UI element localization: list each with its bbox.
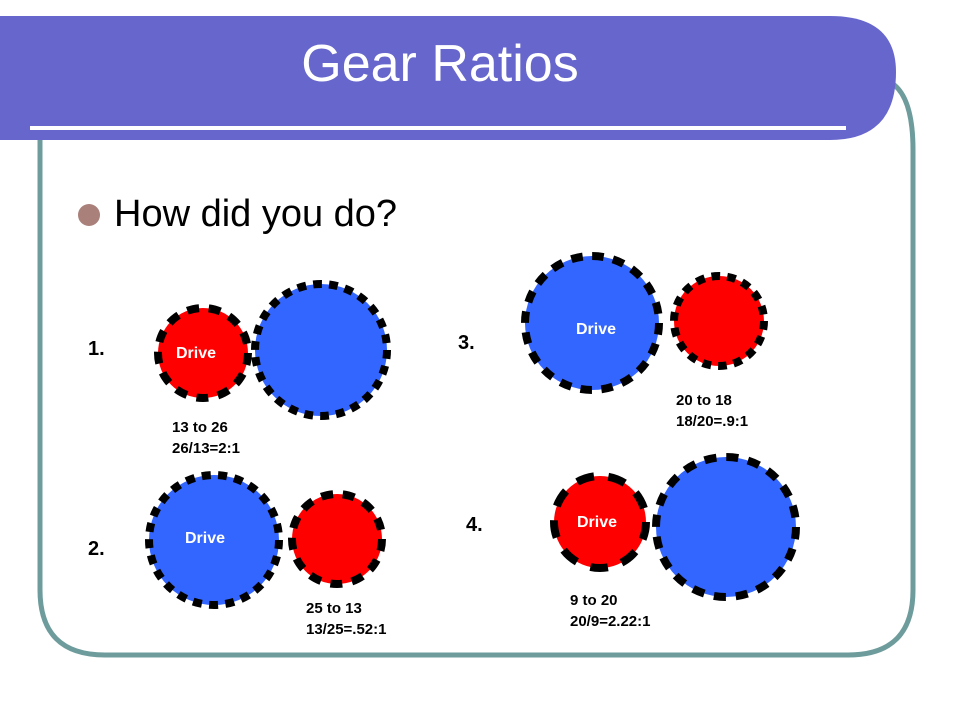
problem-2-answer: 25 to 13 13/25=.52:1: [306, 598, 387, 640]
bullet-dot-icon: [78, 203, 100, 226]
problem-2-answer-line1: 25 to 13: [306, 600, 362, 617]
problem-4-driven-gear-body: [656, 457, 796, 597]
problem-1-answer-line2: 26/13=2:1: [172, 440, 240, 457]
problem-4-drive-gear-body: [554, 476, 646, 568]
problem-2-driven-gear: [288, 490, 386, 588]
problem-3-drive-gear-teeth: [521, 252, 663, 394]
problem-2-driven-gear-teeth: [288, 490, 386, 588]
problem-1-drive-gear-body: [158, 308, 248, 398]
problem-3-driven-gear: [670, 272, 768, 370]
problem-2-drive-gear: [145, 471, 283, 609]
problem-1-driven-gear-body: [255, 284, 387, 416]
problem-3-drive-gear-body: [525, 256, 659, 390]
problem-4-answer: 9 to 20 20/9=2.22:1: [570, 590, 651, 632]
problem-1-driven-gear-teeth: [251, 280, 391, 420]
problem-2-drive-gear-body: [149, 475, 279, 605]
problem-4-drive-gear-teeth: [550, 472, 650, 572]
problem-2-drive-gear-teeth: [145, 471, 283, 609]
problem-4-driven-gear: [652, 453, 800, 601]
problem-4-drive-gear: [550, 472, 650, 572]
problem-4-answer-line1: 9 to 20: [570, 592, 618, 609]
problem-2-number: 2.: [88, 538, 105, 560]
problem-2-answer-line2: 13/25=.52:1: [306, 621, 387, 638]
problem-1-driven-gear: [251, 280, 391, 420]
problem-4-number: 4.: [466, 514, 483, 536]
problem-3-answer-line1: 20 to 18: [676, 392, 732, 409]
problem-3-answer: 20 to 18 18/20=.9:1: [676, 390, 748, 432]
problem-3-drive-label: Drive: [575, 321, 617, 338]
problem-2-driven-gear-body: [292, 494, 382, 584]
bullet-item: How did you do?: [78, 193, 397, 236]
title-band: [0, 16, 896, 140]
problem-1-answer: 13 to 26 26/13=2:1: [172, 417, 240, 459]
problem-3-answer-line2: 18/20=.9:1: [676, 413, 749, 430]
problem-4-driven-gear-teeth: [652, 453, 800, 601]
problem-1-drive-gear: [154, 304, 252, 402]
problem-1-answer-line1: 13 to 26: [172, 419, 228, 436]
problem-3-driven-gear-teeth: [670, 272, 768, 370]
slide-title: Gear Ratios: [301, 35, 579, 93]
problem-1-number: 1.: [88, 338, 105, 360]
problem-2-drive-label: Drive: [184, 530, 226, 547]
problem-3-drive-gear: [521, 252, 663, 394]
problem-4-drive-label: Drive: [576, 514, 618, 531]
problem-1-drive-label: Drive: [175, 345, 217, 362]
problem-3-number: 3.: [458, 332, 475, 354]
frame-border: [37, 79, 916, 658]
problem-3-driven-gear-body: [674, 276, 764, 366]
bullet-text: How did you do?: [114, 193, 398, 235]
problem-1-drive-gear-teeth: [154, 304, 252, 402]
problem-4-answer-line2: 20/9=2.22:1: [570, 613, 651, 630]
